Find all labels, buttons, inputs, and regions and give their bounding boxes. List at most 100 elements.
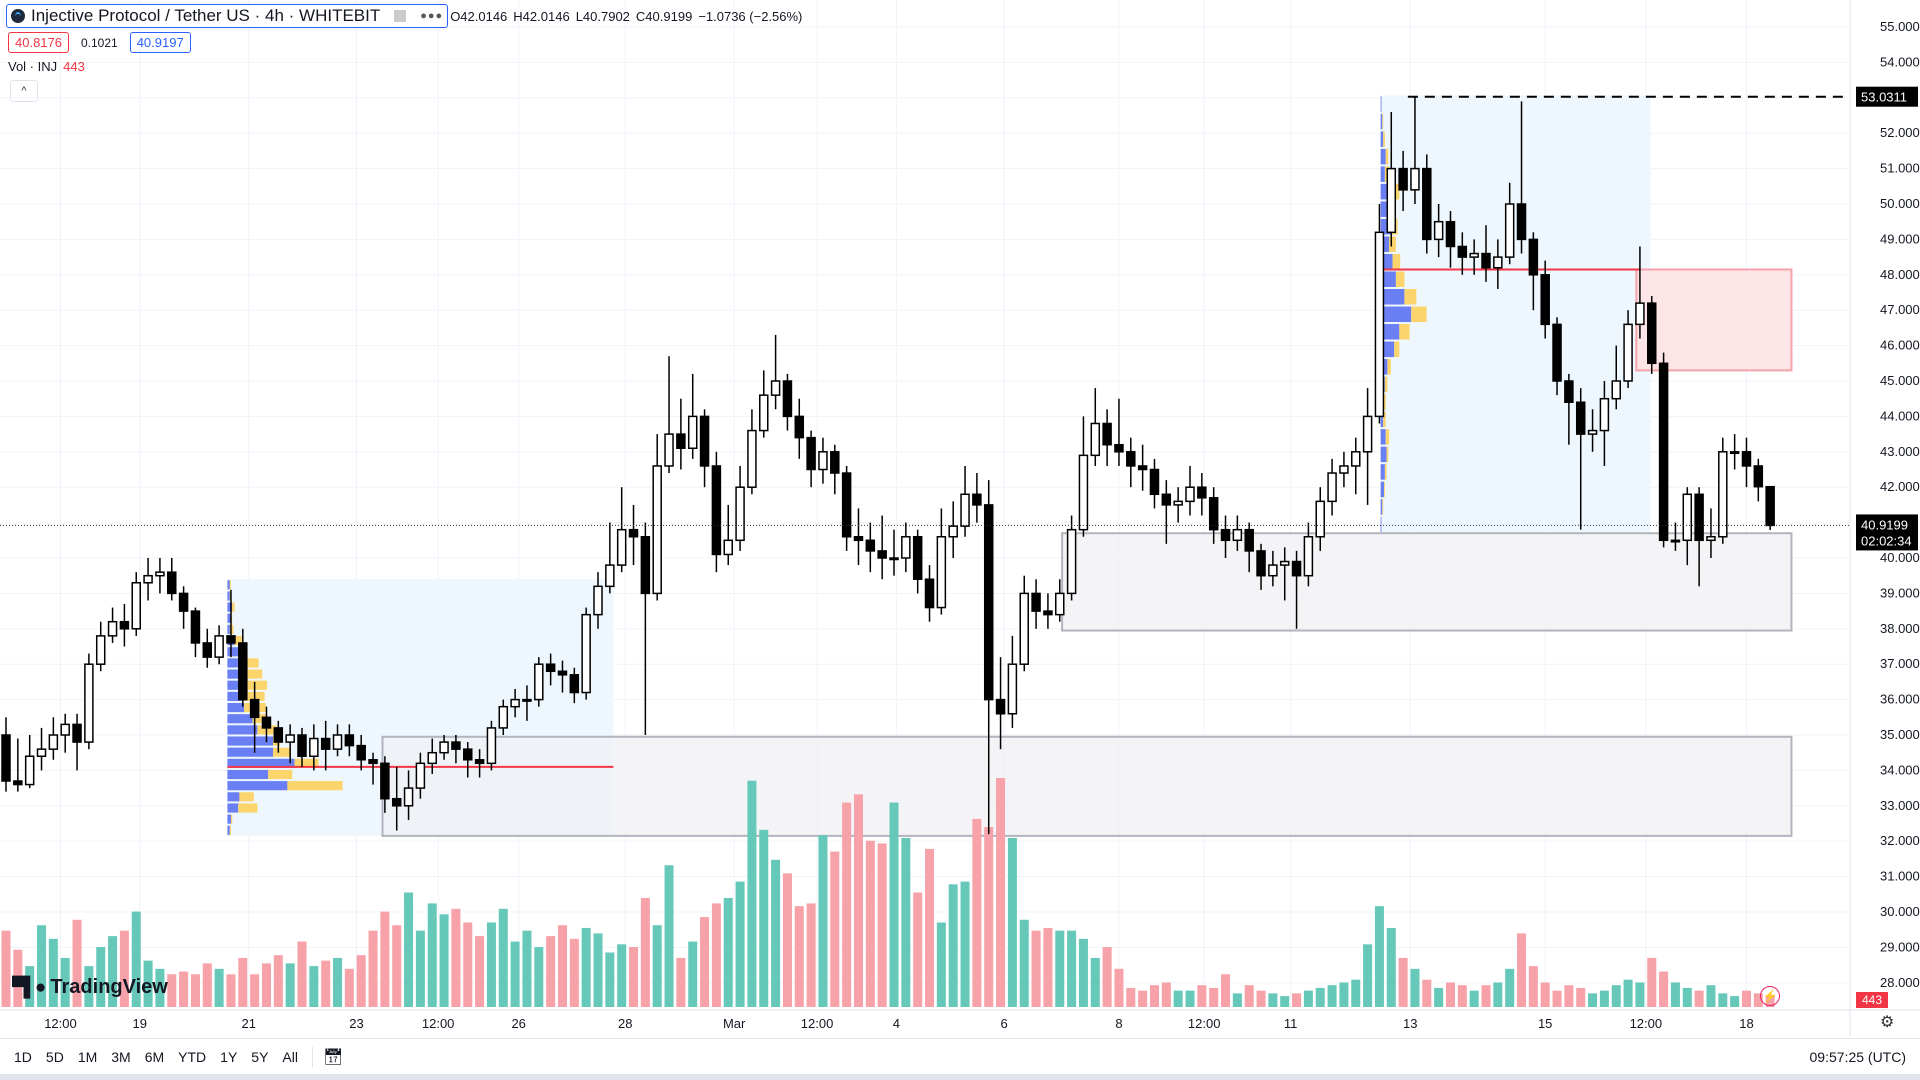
volume-profile-bar-down bbox=[1404, 288, 1417, 305]
range-3m[interactable]: 3M bbox=[111, 1049, 131, 1065]
time-axis-label: 12:00 bbox=[801, 1016, 834, 1031]
candle-body bbox=[1599, 397, 1610, 432]
volume-profile-bar-up bbox=[227, 669, 242, 679]
price-axis-label: 35.0000 bbox=[1880, 727, 1920, 742]
volume-profile-bar-down bbox=[1386, 446, 1389, 463]
more-dots-icon[interactable]: ●●● bbox=[420, 10, 444, 22]
candle-body bbox=[664, 433, 674, 467]
high-price-marker-text: 53.0311 bbox=[1861, 90, 1907, 105]
range-1y[interactable]: 1Y bbox=[220, 1049, 238, 1065]
volume-bar bbox=[1374, 906, 1384, 1007]
volume-bar bbox=[1067, 930, 1077, 1007]
candle-body bbox=[1, 734, 11, 782]
candle-body bbox=[1670, 539, 1681, 543]
volume-bar bbox=[925, 848, 935, 1007]
candle-body bbox=[960, 493, 970, 527]
candle-body bbox=[368, 759, 378, 765]
candle-body bbox=[1611, 380, 1621, 400]
volume-profile-bar-down bbox=[268, 769, 293, 780]
symbol-title-box[interactable]: Injective Protocol / Tether US · 4h · WH… bbox=[6, 4, 449, 28]
tradingview-logo[interactable]: ▀▌● TradingView bbox=[12, 976, 168, 999]
lightning-icon[interactable]: ⚡ bbox=[1760, 986, 1780, 1006]
volume-profile-bar-up bbox=[227, 658, 241, 668]
volume-bar bbox=[179, 971, 189, 1007]
ohlc-change: −1.0736 (−2.56%) bbox=[698, 8, 803, 24]
candle-body bbox=[534, 663, 544, 701]
range-1d[interactable]: 1D bbox=[14, 1049, 32, 1065]
candle-body bbox=[1540, 274, 1550, 326]
volume-bar bbox=[1244, 985, 1254, 1007]
price-axis-label: 42.0000 bbox=[1880, 479, 1920, 494]
volume-bar bbox=[1422, 979, 1432, 1007]
candle-body bbox=[403, 787, 414, 807]
volume-bar bbox=[1469, 990, 1479, 1007]
candle-body bbox=[1706, 536, 1716, 542]
price-axis-label: 46.0000 bbox=[1880, 338, 1920, 353]
candle-body bbox=[1055, 592, 1065, 616]
volume-profile-bar-down bbox=[1382, 113, 1384, 130]
volume-bar bbox=[486, 922, 496, 1007]
range-all[interactable]: All bbox=[282, 1049, 298, 1065]
candle-body bbox=[439, 741, 449, 754]
collapse-legend-button[interactable]: ^ bbox=[10, 80, 38, 102]
candle-body bbox=[522, 698, 532, 702]
candle-body bbox=[853, 536, 864, 542]
price-chart[interactable]: 55.0000 54.0000 52.0000 51.0000 50.0000 49.00… bbox=[0, 0, 1920, 1036]
candle-body bbox=[995, 698, 1006, 715]
volume-profile-bar-up bbox=[1380, 148, 1386, 165]
price-axis-label: 38.0000 bbox=[1880, 621, 1920, 636]
ohlc-values: O42.0146 H42.0146 L40.7902 C40.9199 −1.0736 … bbox=[450, 9, 808, 24]
volume-bar bbox=[605, 952, 615, 1007]
flag-icon[interactable] bbox=[394, 10, 407, 22]
volume-profile-bar-up bbox=[1380, 201, 1388, 217]
volume-profile-bar-down bbox=[1383, 131, 1385, 147]
volume-bar bbox=[1694, 990, 1704, 1007]
candle-body bbox=[924, 578, 935, 609]
volume-bar bbox=[202, 963, 212, 1007]
candle-body bbox=[1031, 592, 1041, 612]
buy-price-button[interactable]: 40.9197 bbox=[129, 32, 191, 53]
volume-profile-bar-up bbox=[1380, 166, 1385, 182]
range-5y[interactable]: 5Y bbox=[251, 1049, 269, 1065]
candle-body bbox=[1587, 429, 1598, 435]
range-5d[interactable]: 5D bbox=[45, 1049, 64, 1065]
time-axis-label: 26 bbox=[511, 1016, 525, 1031]
candle-body bbox=[36, 748, 47, 757]
volume-bar bbox=[1706, 985, 1716, 1007]
ohlc-low: L40.7902 bbox=[575, 8, 630, 24]
candle-body bbox=[1185, 486, 1195, 503]
volume-bar bbox=[1647, 957, 1657, 1007]
volume-bar bbox=[131, 911, 141, 1007]
candle-body bbox=[427, 751, 437, 765]
range-ytd[interactable]: YTD bbox=[178, 1049, 207, 1065]
range-1m[interactable]: 1M bbox=[77, 1049, 98, 1065]
candle-body bbox=[616, 528, 627, 566]
utc-clock[interactable]: 09:57:25 (UTC) bbox=[1809, 1049, 1906, 1065]
candle-body bbox=[202, 642, 213, 658]
volume-bar bbox=[1682, 987, 1692, 1007]
sell-price-button[interactable]: 40.8176 bbox=[8, 32, 69, 53]
candle-body bbox=[1457, 245, 1468, 258]
volume-bar bbox=[1173, 990, 1183, 1007]
volume-bar bbox=[510, 941, 520, 1007]
price-axis-label: 51.0000 bbox=[1880, 161, 1920, 176]
candle-body bbox=[759, 394, 769, 432]
volume-bar bbox=[936, 922, 946, 1007]
candle-body bbox=[1564, 380, 1574, 403]
volume-bar bbox=[1718, 993, 1728, 1007]
candle-body bbox=[936, 536, 947, 609]
range-6m[interactable]: 6M bbox=[144, 1049, 165, 1065]
volume-bar bbox=[261, 963, 271, 1007]
volume-bar bbox=[1292, 993, 1302, 1007]
volume-bar bbox=[309, 966, 319, 1007]
tradingview-mark-icon: ▀▌● bbox=[12, 976, 46, 998]
calendar-range-icon[interactable]: 📅︎ bbox=[322, 1049, 344, 1066]
gear-icon[interactable]: ⚙ bbox=[1880, 1014, 1895, 1031]
volume-bar bbox=[1185, 990, 1195, 1007]
candle-body bbox=[1220, 528, 1231, 542]
volume-bar bbox=[581, 927, 591, 1007]
volume-bar bbox=[1327, 985, 1337, 1007]
volume-profile-bar-up bbox=[227, 580, 230, 590]
price-axis-label: 54.0000 bbox=[1880, 54, 1920, 69]
candle-body bbox=[711, 465, 722, 556]
